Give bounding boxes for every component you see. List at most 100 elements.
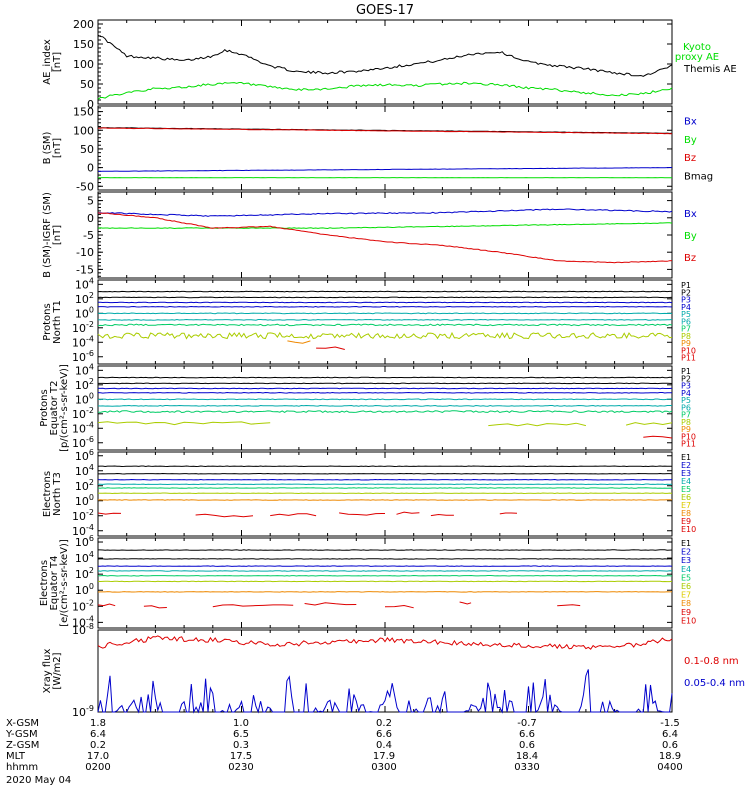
series-bz [97,212,673,264]
legend-entry: Bx [684,117,697,128]
series-e1 [97,465,672,468]
panel-frame [97,19,673,105]
series-p7 [97,410,673,414]
y-tick-label: 0 [87,98,94,111]
panel-3: 5 0 -5 -10 -15 B (SM)-IGRF (SM) [nT] Bx By Bz [42,191,697,279]
series-p6 [97,318,673,321]
y-tick-label: 50 [80,78,94,91]
x-axis-row-label: Z-GSM [6,740,39,751]
legend-entry: Bz [684,153,696,164]
legend-entry: Bx [684,209,697,220]
legend-entry: P3 [681,296,691,305]
y-tick-label: 10-4 [72,523,94,538]
panel-frame [97,191,673,279]
y-tick-label: 10-6 [72,349,94,364]
y-axis-label: North T3 [52,472,63,516]
y-axis-label: Equator T2 [49,381,60,436]
legend-entry: E9 [681,517,691,526]
series-p1 [97,290,672,293]
y-axis-label: Protons [42,303,53,340]
legend-entry: P10 [681,432,696,441]
panel-frame [97,279,673,365]
x-axis-value: 17.5 [230,751,252,762]
legend-entry: E8 [681,599,691,608]
series-0-05-0-4-nm [97,669,673,714]
y-tick-label: 104 [75,276,94,291]
y-tick-label: 10-2 [72,508,94,523]
date-label: 2020 May 04 [6,775,71,786]
series-e8 [97,591,673,593]
legend-entry: P2 [681,374,691,383]
x-axis-value: 0300 [371,762,396,773]
legend-entry: E3 [681,556,691,565]
y-tick-label: 10-4 [72,334,94,349]
series-e9 [499,512,518,515]
y-tick-label: 10-8 [72,622,94,637]
chart-title: GOES-17 [356,3,414,18]
series-p3 [97,387,673,390]
series-by [97,222,673,230]
legend-entry: E5 [681,485,691,494]
series-e9 [459,601,472,605]
legend-entry: P9 [681,425,691,434]
y-tick-label: 10-9 [72,704,94,719]
series-themis-ae [97,34,673,77]
x-axis-value: 18.4 [516,751,538,762]
y-tick-label: -10 [76,246,94,259]
x-axis-value: 0.4 [376,740,392,751]
series-e9 [97,603,116,607]
series-e9 [143,605,167,609]
legend-entry: P8 [681,418,691,427]
y-axis-label: Electrons [42,471,53,517]
y-tick-label: 106 [75,448,94,463]
series-bz [97,127,673,135]
x-axis-value: 18.9 [659,751,681,762]
y-tick-label: 102 [75,377,94,392]
x-axis-value: 0.6 [519,740,535,751]
series-p8 [97,421,271,426]
y-tick-label: 100 [75,493,94,508]
y-tick-label: 104 [75,463,94,478]
series-p4 [97,391,673,394]
y-tick-label: 0 [87,212,94,225]
y-tick-label: 10-2 [72,598,94,613]
x-axis-value: 6.4 [662,729,678,740]
series-p5 [97,312,673,315]
panel-2: 150 100 50 0 -50 B (SM) [nT] Bx By Bz Bmag [42,105,713,193]
x-axis-row-label: X-GSM [6,718,39,729]
x-axis-value: 17.0 [87,751,109,762]
y-axis-label: Protons [39,389,50,426]
series-0-1-0-8-nm [97,635,673,650]
legend-entry: E5 [681,573,691,582]
legend-entry: P6 [681,317,691,326]
series-e9 [396,511,420,515]
y-tick-label: 106 [75,534,94,549]
y-tick-label: 104 [75,550,94,565]
series-e4 [97,570,673,572]
legend-entry: E1 [681,539,691,548]
y-tick-label: 150 [73,38,94,51]
y-tick-label: 10-4 [72,420,94,435]
series-p10 [316,346,345,350]
legend-entry: E6 [681,493,691,502]
y-tick-label: 100 [73,124,94,137]
series-e4 [97,483,673,486]
legend-entry: P8 [681,332,691,341]
x-axis-value: 6.6 [376,729,392,740]
y-tick-label: -50 [76,180,94,193]
x-axis-value: 1.0 [233,718,249,729]
legend-entry: Kyoto [683,42,711,53]
series-e3 [97,565,673,567]
x-axis-value: -0.7 [517,718,537,729]
series-p8 [97,331,673,340]
series-e9 [195,513,254,518]
legend-entry: E4 [681,565,691,574]
series-p5 [97,398,673,401]
y-axis-label: Equator T4 [49,556,60,611]
legend-entry: E10 [681,525,696,534]
y-tick-label: 10-2 [72,406,94,421]
x-axis-value: 0400 [657,762,682,773]
